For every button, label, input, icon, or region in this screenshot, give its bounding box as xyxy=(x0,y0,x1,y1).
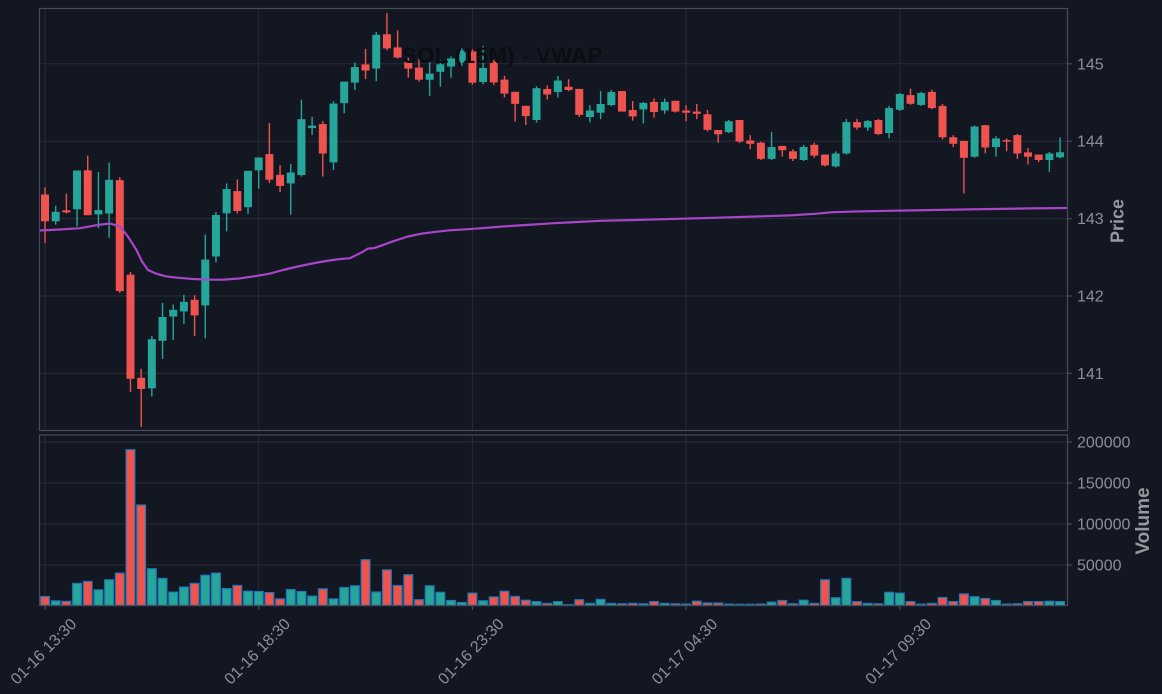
svg-text:100000: 100000 xyxy=(1077,517,1130,534)
svg-text:Volume: Volume xyxy=(1133,487,1154,554)
svg-text:SOL (15M) - VWAP: SOL (15M) - VWAP xyxy=(402,43,603,68)
svg-text:144: 144 xyxy=(1077,134,1104,151)
svg-text:200000: 200000 xyxy=(1077,435,1130,452)
svg-text:143: 143 xyxy=(1077,211,1104,228)
svg-text:Price: Price xyxy=(1107,199,1127,243)
svg-text:141: 141 xyxy=(1077,366,1104,383)
svg-text:150000: 150000 xyxy=(1077,476,1130,493)
svg-text:145: 145 xyxy=(1077,56,1104,73)
svg-text:50000: 50000 xyxy=(1077,558,1122,575)
svg-text:142: 142 xyxy=(1077,289,1104,306)
